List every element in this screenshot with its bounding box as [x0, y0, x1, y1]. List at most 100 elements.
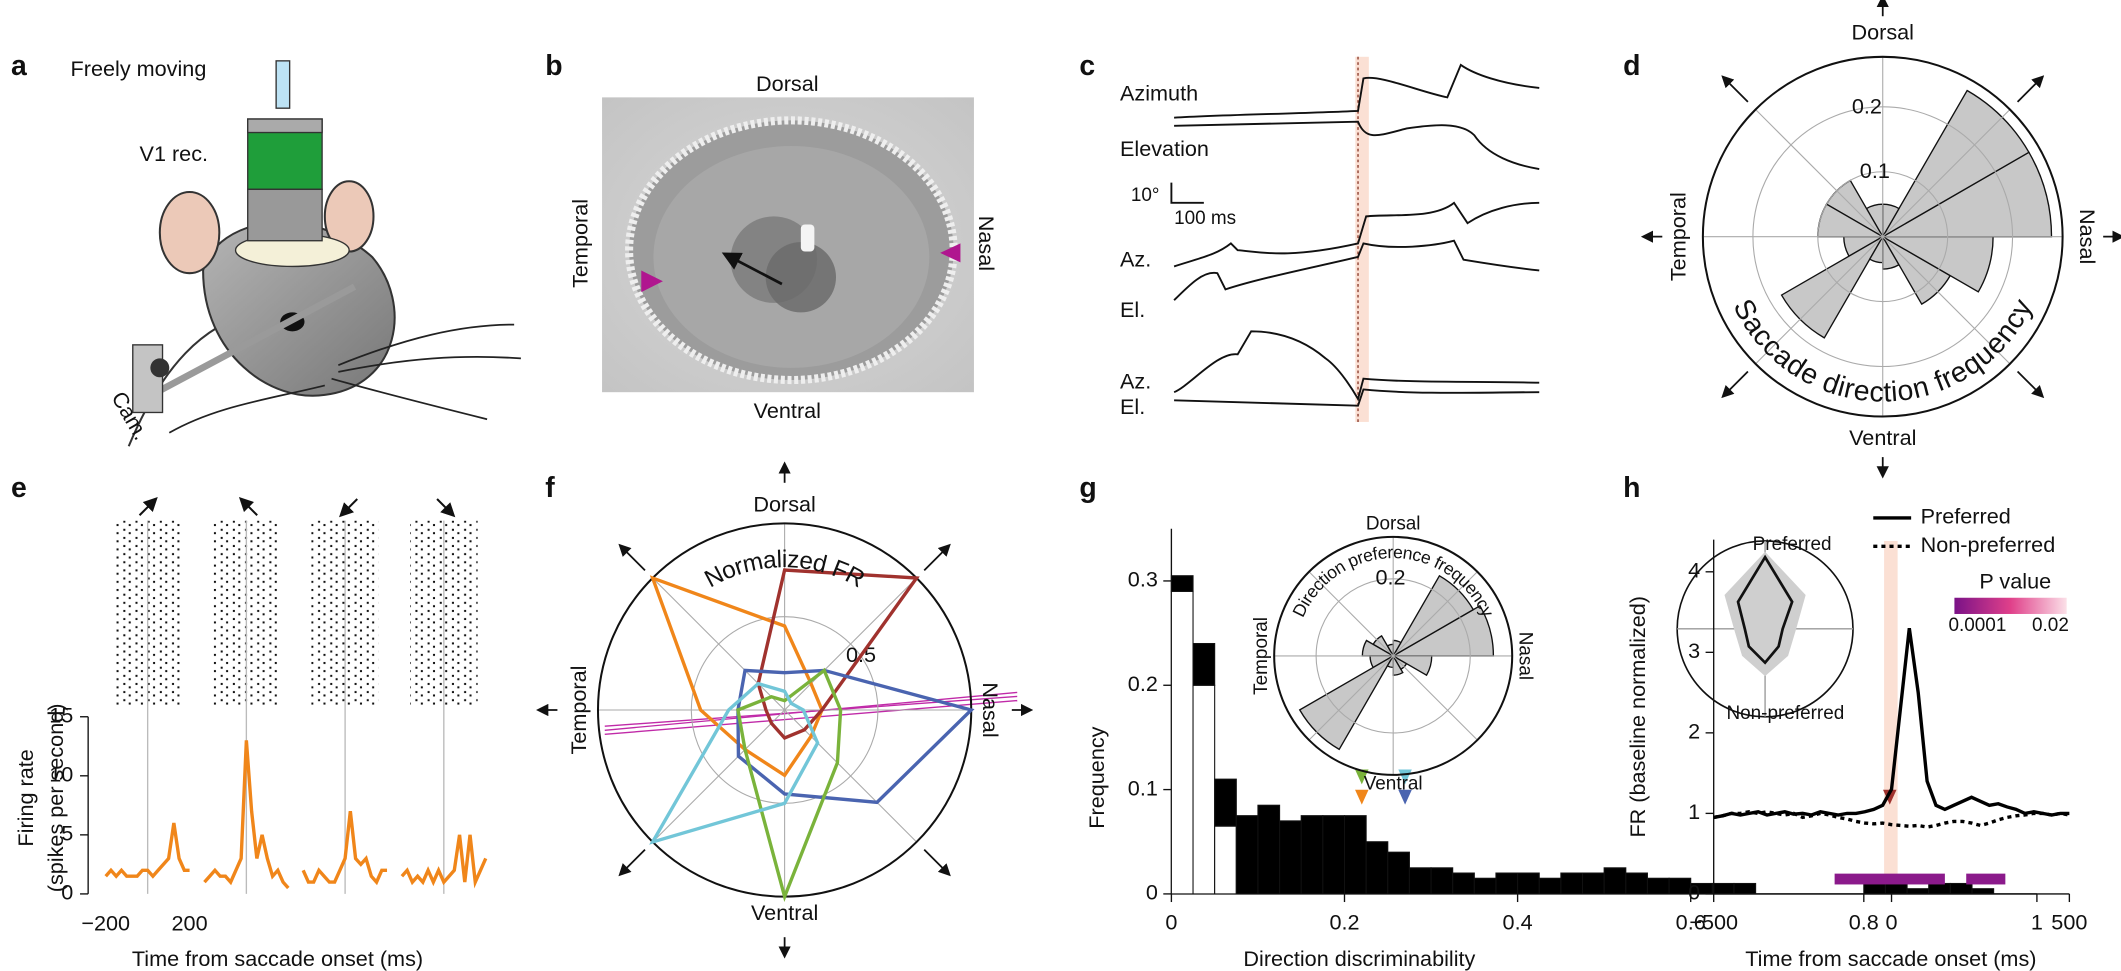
firing-rate-line — [400, 834, 488, 889]
histogram-bar — [1949, 882, 1973, 895]
direction-label: Dorsal — [756, 71, 819, 96]
radial-tick-label: 0.1 — [1860, 158, 1890, 183]
direction-arrow — [923, 848, 951, 877]
discriminability-marker — [1883, 789, 1897, 805]
significance-bar — [1834, 873, 1945, 885]
histogram-bar — [1971, 888, 1995, 895]
x-tick-label: 0.8 — [1849, 909, 1879, 934]
histogram-bar — [1387, 851, 1410, 895]
radial-grid — [1817, 171, 1949, 303]
y-tick-label: 5 — [61, 821, 73, 846]
x-tick-label: 0.2 — [1329, 909, 1359, 934]
histogram-bar — [1170, 575, 1194, 592]
eye-photo — [602, 97, 974, 393]
x-tick-label: 500 — [2051, 909, 2087, 934]
histogram-bar — [1863, 882, 1886, 895]
x-axis-label: Direction discriminability — [1243, 946, 1475, 971]
spoke — [652, 577, 917, 843]
y-tick-label: 4 — [1688, 558, 1700, 583]
x-tick-label: −500 — [1689, 909, 1738, 934]
radial-grid — [1752, 106, 2014, 368]
direction-arrow — [1721, 370, 1749, 399]
x-tick-label: 200 — [172, 911, 208, 936]
histogram-bar — [1170, 590, 1194, 895]
direction-label: Nasal — [974, 216, 999, 271]
direction-arrow — [1721, 75, 1749, 103]
y-tick-label: 1 — [1688, 799, 1700, 824]
histogram-bar — [1192, 642, 1216, 686]
tuning-polygon — [756, 568, 920, 741]
radial-tick-label: 0.2 — [1375, 565, 1405, 590]
tuning-polygon — [649, 575, 824, 778]
direction-label: Ventral — [1849, 425, 1916, 450]
scale-label: 10° — [1131, 185, 1160, 206]
histogram-bar — [1711, 882, 1735, 895]
y-tick-label: 0 — [61, 880, 73, 905]
panel-label: d — [1623, 50, 1640, 82]
firing-rate-line — [301, 811, 388, 886]
response-line — [1713, 810, 2070, 829]
y-tick-label: 0.1 — [1128, 775, 1158, 800]
radial-grid — [1315, 578, 1471, 734]
direction-label: Temporal — [1666, 192, 1691, 281]
histogram-bar — [1884, 882, 1908, 895]
preferred-direction-lines — [604, 691, 1018, 736]
inset-label: Non-preferred — [1726, 703, 1844, 724]
spoke — [1308, 571, 1478, 741]
colorbar-title: P value — [1979, 569, 2051, 594]
y-axis-label: Firing rate — [13, 749, 38, 846]
histogram-bar — [1517, 872, 1540, 895]
panel-label: c — [1079, 50, 1095, 82]
histogram-bar — [1279, 820, 1302, 895]
y-axis-label: Frequency — [1084, 726, 1109, 828]
histogram-bar — [1625, 872, 1648, 895]
legend-label: Preferred — [1921, 504, 2011, 529]
firing-rate-line — [104, 822, 190, 879]
x-tick-label: 0.4 — [1503, 909, 1533, 934]
y-tick-label: 2 — [1688, 719, 1700, 744]
significance-bar — [1966, 873, 2006, 885]
y-tick-label: 0 — [1146, 880, 1158, 905]
y-tick-label: 10 — [49, 762, 73, 787]
outer-circle — [1273, 535, 1514, 776]
histogram-bar — [1733, 882, 1757, 895]
trace-label: Elevation — [1120, 136, 1209, 161]
direction-label: Dorsal — [1366, 514, 1421, 535]
inset-radar — [1676, 540, 1854, 718]
firing-rate-line — [203, 740, 290, 890]
y-tick-label: 3 — [1688, 638, 1700, 663]
direction-arrows — [138, 497, 456, 518]
inset-label: Preferred — [1753, 534, 1832, 555]
direction-label: Dorsal — [1851, 20, 1914, 45]
panel-label: e — [11, 472, 27, 504]
histogram-bar — [1235, 815, 1259, 895]
direction-label: Ventral — [1364, 773, 1423, 794]
direction-arrow — [618, 848, 646, 877]
trace-label: Az. — [1120, 247, 1151, 272]
radial-tick-label: 0.2 — [1852, 94, 1882, 119]
y-tick-label: 0 — [1688, 880, 1700, 905]
colorbar-max: 0.02 — [2032, 615, 2069, 636]
x-axis-label: Time from saccade onset (ms) — [1745, 946, 2036, 971]
x-tick-label: 0 — [1165, 909, 1177, 934]
x-tick-label: 0.6 — [1676, 909, 1706, 934]
histogram-bar — [1214, 825, 1237, 895]
direction-arrow — [2016, 370, 2045, 399]
mouse-illustration — [127, 60, 521, 447]
trace-label: El. — [1120, 297, 1145, 322]
histogram-bar — [1408, 867, 1432, 895]
panel-label: f — [545, 472, 555, 504]
x-tick-label: 1 — [2031, 909, 2043, 934]
histogram-bar — [1430, 867, 1454, 895]
histogram-bar — [1538, 877, 1562, 895]
outer-circle — [1701, 55, 2064, 418]
trace-label: El. — [1120, 394, 1145, 419]
histogram-bar — [1452, 872, 1475, 895]
direction-arrow — [618, 543, 646, 571]
panel-label: g — [1079, 472, 1096, 504]
rose-wedge — [1880, 151, 2053, 238]
direction-label: Nasal — [978, 682, 1003, 737]
x-tick-label: −200 — [81, 911, 130, 936]
